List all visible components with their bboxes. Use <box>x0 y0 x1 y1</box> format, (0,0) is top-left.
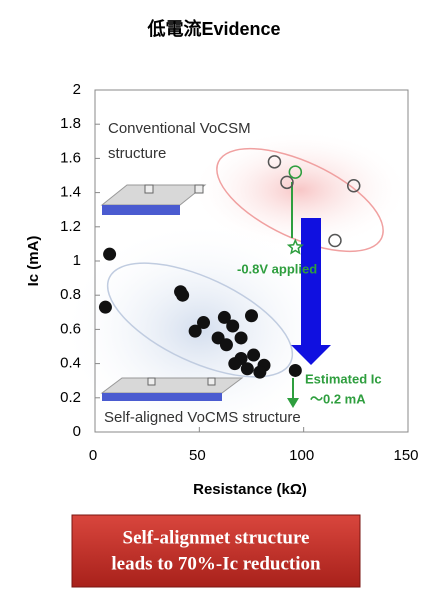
y-tick-label: 0.6 <box>60 320 81 337</box>
x-tick-label: 50 <box>189 447 206 464</box>
point <box>226 319 240 333</box>
y-tick-label: 0.2 <box>60 389 81 406</box>
y-tick-label: 0 <box>73 423 81 440</box>
point <box>280 175 294 190</box>
point <box>253 365 267 379</box>
y-tick-label: 0.8 <box>60 286 81 303</box>
point <box>286 238 304 255</box>
point <box>234 331 248 345</box>
y-tick-label: 1.2 <box>60 218 81 235</box>
y-tick-label: 2 <box>73 81 81 98</box>
point <box>240 362 254 376</box>
x-tick-label: 150 <box>393 447 418 464</box>
banner-text: leads to 70%-Ic reduction <box>111 553 321 574</box>
point <box>98 300 112 314</box>
point <box>103 247 117 261</box>
y-tick-label: 1 <box>73 252 81 269</box>
chip <box>100 184 207 215</box>
arrow <box>291 218 331 365</box>
banner <box>71 514 361 588</box>
x-axis-label: Resistance (kΩ) <box>193 481 307 498</box>
annotation: Conventional VoCSM <box>108 120 251 137</box>
point <box>346 179 361 193</box>
point <box>288 165 303 179</box>
x-tick-label: 100 <box>289 447 314 464</box>
point <box>176 288 190 302</box>
point <box>288 363 302 377</box>
chip <box>100 377 244 401</box>
annotation: -0.8V applied <box>237 261 317 276</box>
ellipse <box>106 262 294 378</box>
point <box>188 324 202 338</box>
point <box>245 309 258 323</box>
y-tick-label: 1.6 <box>60 149 81 166</box>
y-tick-label: 1.8 <box>60 115 81 132</box>
y-axis-label: Ic (mA) <box>25 236 42 287</box>
point <box>197 316 211 330</box>
point <box>247 348 261 362</box>
annotation: structure <box>108 145 166 162</box>
point <box>328 233 342 248</box>
annotation: ～0.2 mA <box>310 391 366 406</box>
y-tick-label: 0.4 <box>60 355 81 372</box>
annotation: Self-aligned VoCMS structure <box>104 409 301 426</box>
x-tick-label: 0 <box>89 447 97 464</box>
point <box>228 357 242 371</box>
arrowhead <box>287 398 299 408</box>
glow <box>190 130 410 250</box>
ellipse <box>216 147 384 253</box>
y-tick-label: 1.4 <box>60 184 81 201</box>
point <box>217 310 231 324</box>
point <box>267 155 282 169</box>
page-title: 低電流Evidence <box>146 18 280 39</box>
banner-text: Self-alignmet structure <box>123 527 310 548</box>
point <box>219 338 233 352</box>
annotation: Estimated Ic <box>305 371 382 386</box>
